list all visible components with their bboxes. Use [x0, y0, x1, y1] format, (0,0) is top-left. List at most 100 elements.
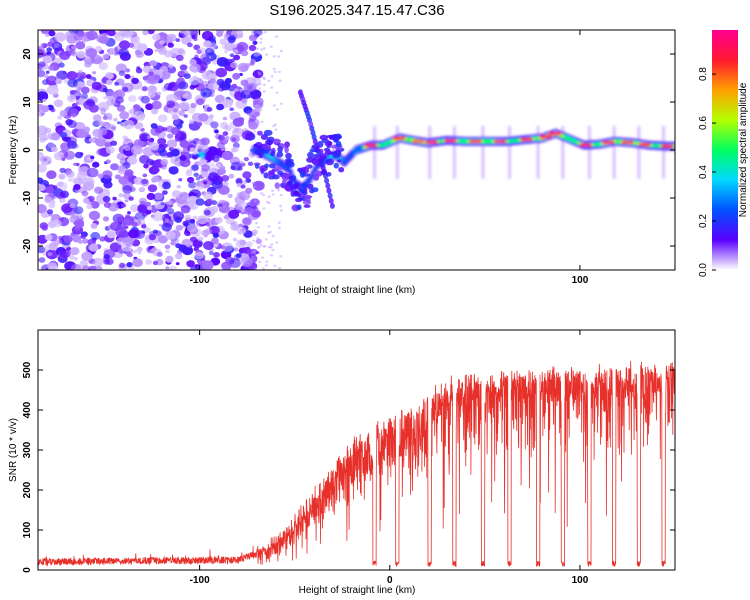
- noise-blob: [70, 45, 75, 50]
- noise-blob: [107, 48, 116, 55]
- ridge-cell: [577, 141, 580, 145]
- chart-title: S196.2025.347.15.47.C36: [269, 2, 444, 19]
- noise-blob: [262, 90, 266, 93]
- noise-blob: [141, 224, 147, 229]
- noise-blob: [96, 148, 106, 156]
- spectrogram-chaotic-region: [253, 89, 345, 212]
- noise-blob: [76, 51, 86, 59]
- noise-blob: [67, 78, 78, 88]
- noise-blob: [242, 171, 252, 179]
- noise-blob: [242, 247, 251, 254]
- noise-blob: [203, 241, 214, 250]
- ridge-cell: [272, 158, 276, 162]
- ridge-cell: [345, 158, 348, 162]
- noise-blob: [277, 221, 281, 224]
- noise-blob: [147, 85, 158, 94]
- noise-blob: [155, 129, 160, 134]
- noise-blob: [48, 65, 55, 71]
- noise-blob: [54, 32, 67, 42]
- noise-blob: [47, 142, 55, 149]
- noise-blob: [167, 200, 173, 206]
- noise-blob: [268, 245, 271, 249]
- noise-blob: [58, 62, 65, 68]
- noise-blob: [228, 173, 235, 179]
- noise-blob: [260, 98, 264, 102]
- ridge-cell: [537, 136, 541, 140]
- spectrogram-content: [38, 30, 675, 270]
- noise-blob: [74, 220, 85, 229]
- noise-blob: [66, 71, 78, 81]
- chaos-blob: [270, 150, 275, 157]
- noise-blob: [161, 222, 172, 232]
- noise-blob: [280, 102, 283, 106]
- noise-blob: [204, 228, 212, 235]
- noise-blob: [126, 262, 133, 268]
- ridge-cell: [466, 139, 470, 143]
- branch-blob: [323, 172, 328, 179]
- noise-blob: [122, 86, 129, 92]
- streak: [536, 126, 540, 179]
- noise-blob: [252, 250, 256, 253]
- noise-blob: [102, 195, 111, 203]
- noise-blob: [82, 177, 95, 188]
- noise-blob: [127, 156, 138, 165]
- ridge-cell: [423, 140, 426, 144]
- noise-blob: [181, 90, 186, 95]
- ridge-cell: [462, 139, 466, 143]
- noise-blob: [260, 120, 264, 124]
- noise-blob: [103, 96, 108, 100]
- colorbar-ticks: 0.0 0.2 0.4 0.6 0.8: [698, 67, 716, 277]
- noise-blob: [40, 30, 51, 35]
- noise-blob: [251, 209, 261, 218]
- ridge-cell: [565, 136, 569, 140]
- ridge-cell: [516, 138, 520, 142]
- colorbar: 0.0 0.2 0.4 0.6 0.8 Normalized spectral ampl…: [698, 30, 749, 277]
- noise-blob: [139, 187, 146, 192]
- noise-blob: [178, 101, 190, 111]
- noise-blob: [273, 123, 277, 126]
- noise-blob: [98, 199, 105, 205]
- noise-blob: [230, 161, 242, 171]
- noise-blob: [247, 161, 254, 166]
- noise-blob: [159, 40, 165, 45]
- noise-blob: [79, 260, 89, 268]
- noise-blob: [152, 260, 159, 266]
- chaos-blob: [254, 163, 260, 169]
- noise-blob: [90, 231, 101, 241]
- spectrogram-streaks: [373, 126, 666, 179]
- streak: [561, 126, 565, 179]
- spectrogram-x-tick-label: 100: [572, 275, 589, 286]
- noise-blob: [76, 129, 88, 139]
- noise-blob: [230, 223, 240, 231]
- noise-blob: [265, 53, 269, 56]
- ridge-cell: [341, 159, 345, 163]
- noise-blob: [241, 130, 254, 141]
- spectrogram-y-tick-label: 10: [22, 96, 33, 108]
- ridge-hotspot: [638, 143, 651, 147]
- noise-blob: [238, 190, 251, 201]
- ridge-cell: [278, 161, 282, 165]
- chaos-blob: [282, 179, 287, 184]
- noise-blob: [80, 75, 85, 79]
- ridge-cell: [571, 138, 575, 142]
- noise-blob: [279, 204, 283, 208]
- noise-blob: [148, 71, 154, 76]
- noise-blob: [207, 81, 218, 91]
- noise-blob: [50, 146, 58, 153]
- noise-blob: [160, 202, 165, 206]
- ridge-cell: [267, 154, 271, 158]
- chaos-blob: [299, 171, 306, 178]
- noise-blob: [175, 253, 183, 260]
- noise-blob: [253, 130, 257, 133]
- colorbar-gradient: [712, 30, 738, 270]
- noise-blob: [68, 178, 73, 182]
- noise-blob: [190, 103, 196, 109]
- noise-blob: [233, 128, 240, 133]
- chaos-blob: [307, 151, 314, 159]
- snr-y-tick-label: 0: [22, 567, 33, 573]
- noise-blob: [61, 192, 66, 197]
- spectrogram-x-ticks: -100 100: [190, 30, 589, 286]
- noise-blob: [270, 254, 274, 257]
- noise-blob: [58, 173, 66, 180]
- noise-blob: [145, 103, 154, 111]
